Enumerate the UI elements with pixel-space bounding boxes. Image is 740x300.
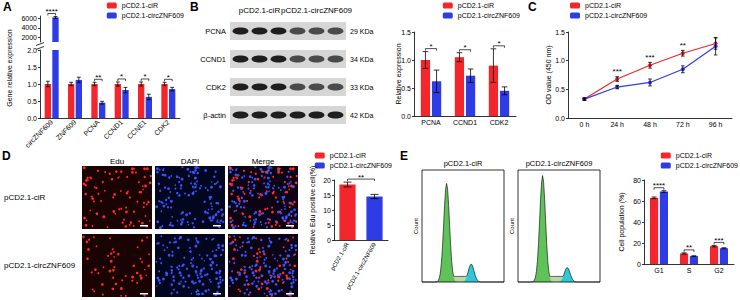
svg-text:OD value (450 nm): OD value (450 nm) [545, 45, 553, 104]
svg-text:33 KDa: 33 KDa [350, 84, 373, 91]
svg-text:ZNF609: ZNF609 [55, 118, 78, 141]
svg-text:PCNA: PCNA [82, 118, 101, 137]
svg-text:**: ** [358, 173, 364, 182]
svg-text:pCD2.1-ciR: pCD2.1-ciR [458, 2, 494, 10]
svg-text:***: *** [645, 53, 654, 62]
svg-text:6000: 6000 [21, 15, 37, 22]
svg-text:*: * [120, 72, 123, 81]
svg-text:60: 60 [633, 198, 641, 205]
svg-text:1.0: 1.0 [401, 57, 411, 64]
svg-text:72 h: 72 h [676, 121, 690, 128]
svg-text:40: 40 [633, 219, 641, 226]
svg-text:pCD2.1-ciR: pCD2.1-ciR [4, 193, 46, 202]
svg-text:0: 0 [637, 261, 641, 268]
svg-text:Relative expression: Relative expression [395, 43, 403, 104]
svg-text:pCD2.1-circZNF609: pCD2.1-circZNF609 [458, 12, 520, 20]
svg-text:pCD2.1-circZNF609: pCD2.1-circZNF609 [4, 261, 76, 270]
svg-text:24 h: 24 h [610, 121, 624, 128]
svg-text:20: 20 [323, 177, 331, 184]
svg-text:*: * [497, 39, 500, 48]
svg-text:pCD2.1-ciR: pCD2.1-ciR [329, 241, 350, 271]
svg-text:β-actin: β-actin [203, 111, 226, 120]
svg-text:1.0: 1.0 [555, 57, 565, 64]
svg-text:Edu: Edu [110, 157, 124, 166]
svg-text:2.0: 2.0 [27, 47, 37, 54]
svg-text:0.0: 0.0 [555, 115, 565, 122]
svg-text:4000: 4000 [21, 24, 37, 31]
svg-text:29 KDa: 29 KDa [350, 28, 373, 35]
svg-text:Gene relative expression: Gene relative expression [6, 29, 14, 107]
svg-text:circZNF609: circZNF609 [24, 118, 55, 149]
svg-text:42 KDa: 42 KDa [350, 112, 373, 119]
svg-text:80: 80 [633, 177, 641, 184]
svg-text:Cell population (%): Cell population (%) [618, 192, 626, 251]
svg-text:G2: G2 [714, 267, 723, 274]
svg-text:CCND1: CCND1 [200, 55, 226, 64]
svg-text:0 h: 0 h [580, 121, 590, 128]
svg-text:pCD2.1-ciR: pCD2.1-ciR [239, 6, 281, 15]
svg-text:*: * [463, 43, 466, 52]
svg-text:CDK2: CDK2 [490, 119, 509, 126]
svg-text:pCD2.1-ciR: pCD2.1-ciR [585, 2, 621, 10]
svg-text:DAPI: DAPI [181, 157, 200, 166]
svg-text:S: S [687, 267, 692, 274]
svg-text:A: A [3, 0, 12, 14]
svg-text:10: 10 [323, 207, 331, 214]
svg-text:0.5: 0.5 [401, 85, 411, 92]
svg-text:pCD2.1-circZNF609: pCD2.1-circZNF609 [122, 12, 184, 20]
svg-text:***: *** [613, 67, 622, 76]
svg-text:34 KDa: 34 KDa [350, 56, 373, 63]
svg-text:CCND1: CCND1 [453, 119, 477, 126]
svg-text:1.5: 1.5 [27, 64, 37, 71]
svg-text:PCNA: PCNA [205, 27, 226, 36]
svg-text:pCD2.1-circZNF609: pCD2.1-circZNF609 [526, 159, 593, 168]
svg-text:**: ** [680, 41, 686, 50]
svg-text:Count: Count [413, 218, 419, 234]
svg-text:pCD2.1-ciR: pCD2.1-ciR [676, 152, 712, 160]
svg-text:20: 20 [633, 240, 641, 247]
svg-text:Merge: Merge [252, 157, 275, 166]
svg-text:CDK2: CDK2 [206, 83, 226, 92]
svg-text:pCD2.1-circZNF609: pCD2.1-circZNF609 [676, 162, 738, 170]
svg-text:CCND1: CCND1 [102, 118, 124, 140]
svg-text:2000: 2000 [21, 34, 37, 41]
svg-text:0.5: 0.5 [555, 86, 565, 93]
svg-text:0: 0 [327, 237, 331, 244]
svg-text:CDK2: CDK2 [153, 118, 171, 136]
svg-text:pCD2.1-ciR: pCD2.1-ciR [330, 152, 366, 160]
svg-text:*: * [429, 42, 432, 51]
svg-text:pCD2.1-circZNF609: pCD2.1-circZNF609 [281, 6, 353, 15]
svg-text:****: **** [653, 181, 665, 190]
svg-text:96 h: 96 h [709, 121, 723, 128]
svg-text:48 h: 48 h [643, 121, 657, 128]
svg-text:D: D [2, 149, 11, 163]
svg-text:*: * [167, 73, 170, 82]
svg-text:**: ** [95, 73, 101, 82]
svg-text:1.0: 1.0 [27, 81, 37, 88]
svg-text:5: 5 [327, 222, 331, 229]
svg-text:pCD2.1-circZNF609: pCD2.1-circZNF609 [585, 12, 647, 20]
svg-text:pCD2.1-circZNF609: pCD2.1-circZNF609 [330, 162, 392, 170]
svg-text:****: **** [45, 7, 57, 16]
svg-text:CCNE1: CCNE1 [126, 118, 148, 140]
svg-text:0.5: 0.5 [27, 98, 37, 105]
svg-text:E: E [400, 149, 408, 163]
svg-text:Relative Edu positive cell(%): Relative Edu positive cell(%) [309, 166, 317, 255]
svg-text:pCD2.1-ciR: pCD2.1-ciR [122, 2, 158, 10]
svg-text:**: ** [686, 243, 692, 252]
svg-text:*: * [143, 72, 146, 81]
svg-text:1.5: 1.5 [401, 29, 411, 36]
svg-text:0.0: 0.0 [27, 115, 37, 122]
svg-text:pCD2.1-ciR: pCD2.1-ciR [444, 159, 483, 168]
svg-text:pCD2.1-circZNF609: pCD2.1-circZNF609 [345, 241, 377, 291]
svg-text:C: C [528, 0, 537, 14]
svg-text:G1: G1 [654, 267, 663, 274]
svg-text:15: 15 [323, 192, 331, 199]
svg-text:0.0: 0.0 [401, 113, 411, 120]
svg-text:***: *** [714, 236, 723, 245]
svg-text:Count: Count [509, 218, 515, 234]
svg-text:PCNA: PCNA [421, 119, 441, 126]
svg-text:B: B [190, 0, 199, 14]
svg-text:1.5: 1.5 [555, 29, 565, 36]
